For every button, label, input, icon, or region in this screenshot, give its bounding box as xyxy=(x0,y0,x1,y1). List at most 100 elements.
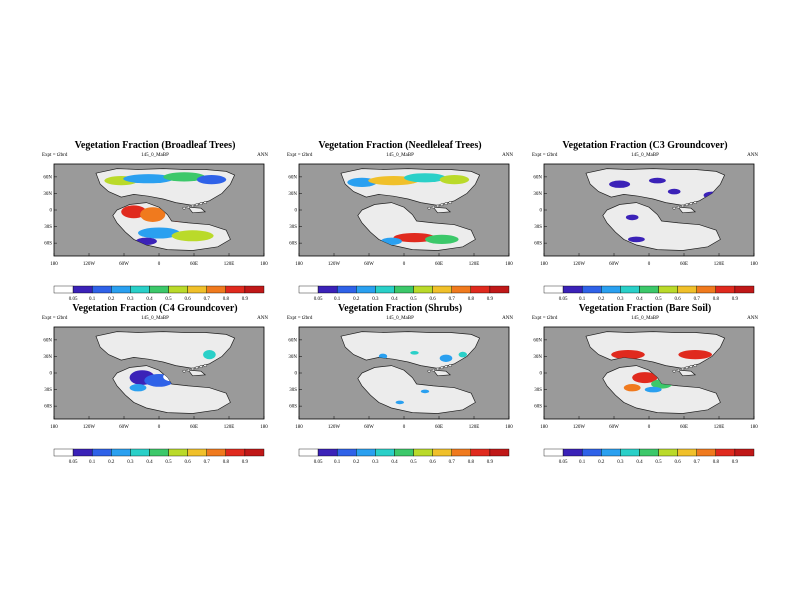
island xyxy=(431,368,436,372)
vegetation-patch xyxy=(609,180,631,188)
colorbar-swatch xyxy=(715,448,736,457)
y-tick-label: 60N xyxy=(43,338,52,343)
island xyxy=(680,367,685,371)
vegetation-patch xyxy=(649,177,666,184)
colorbar-swatch xyxy=(394,448,414,457)
colorbar-label: 0.7 xyxy=(204,460,211,465)
x-tick-label: 180 xyxy=(750,262,758,267)
colorbar-swatch xyxy=(375,448,395,457)
vegetation-map: 60N 30N 0 30S 60S 180 120W 60W 0 60E 120E 180 xyxy=(288,326,513,430)
x-tick-label: 120W xyxy=(573,425,586,430)
expt-label: Expt = t2brd xyxy=(532,316,558,321)
colorbar-label: 0.2 xyxy=(598,460,605,465)
vegetation-patch xyxy=(678,350,712,360)
island xyxy=(182,369,187,373)
island xyxy=(190,367,195,371)
laurasia-continent xyxy=(585,331,726,369)
colorbar-swatch xyxy=(91,285,112,294)
colorbar-swatch xyxy=(317,448,338,457)
vegetation-patch xyxy=(140,207,166,222)
colorbar-swatch xyxy=(677,285,697,294)
colorbar-label: 0.2 xyxy=(108,297,115,302)
y-tick-label: 30S xyxy=(44,388,52,393)
colorbar-label: 0.5 xyxy=(165,460,172,465)
colorbar-label: 0.5 xyxy=(410,460,417,465)
y-tick-label: 60S xyxy=(44,242,52,247)
x-tick-label: 120E xyxy=(469,262,480,267)
x-tick-label: 120E xyxy=(714,262,725,267)
colorbar-label: 0.7 xyxy=(204,297,211,302)
island-arc xyxy=(187,206,207,214)
colorbar-swatch xyxy=(244,285,265,294)
colorbar-swatch xyxy=(715,285,736,294)
vegetation-patch xyxy=(404,173,446,183)
panel-title: Vegetation Fraction (Shrubs) xyxy=(337,303,463,314)
colorbar-label: 0.4 xyxy=(636,297,643,302)
colorbar: 0.05 0.1 0.2 0.3 0.4 0.5 0.6 0.7 0.8 0.9 xyxy=(543,285,755,302)
vegetation-patch xyxy=(632,372,658,384)
colorbar-label: 0.05 xyxy=(69,297,78,302)
x-tick-label: 0 xyxy=(403,425,406,430)
colorbar-swatch xyxy=(543,285,564,294)
x-tick-label: 120W xyxy=(328,425,341,430)
vegetation-fraction-patches xyxy=(378,351,467,405)
colorbar-swatch xyxy=(225,285,246,294)
y-tick-label: 60S xyxy=(289,405,297,410)
colorbar-swatch xyxy=(658,285,678,294)
y-tick-label: 30N xyxy=(43,355,52,360)
x-tick-label: 180 xyxy=(295,262,303,267)
x-tick-label: 180 xyxy=(260,262,268,267)
x-tick-label: 120W xyxy=(83,262,96,267)
panel-subtitle: 145_0_MaBP xyxy=(141,316,169,321)
island xyxy=(203,364,208,367)
colorbar-swatch xyxy=(620,285,640,294)
y-tick-label: 30N xyxy=(533,355,542,360)
y-tick-label: 0 xyxy=(50,372,53,377)
island xyxy=(186,368,191,372)
x-tick-label: 180 xyxy=(750,425,758,430)
colorbar-label: 0.1 xyxy=(89,460,96,465)
colorbar-label: 0.9 xyxy=(242,297,249,302)
colorbar-label: 0.5 xyxy=(655,460,662,465)
colorbar-label: 0.3 xyxy=(617,460,624,465)
island xyxy=(676,205,681,209)
island xyxy=(439,203,444,207)
colorbar-label: 0.7 xyxy=(449,460,456,465)
vegetation-patch xyxy=(393,233,436,243)
x-tick-label: 120E xyxy=(469,425,480,430)
island xyxy=(676,368,681,372)
x-tick-label: 60E xyxy=(680,262,688,267)
colorbar-swatch xyxy=(658,448,678,457)
colorbar-label: 0.3 xyxy=(372,460,379,465)
x-tick-label: 60W xyxy=(119,425,129,430)
vegetation-patch xyxy=(425,234,459,244)
x-tick-label: 0 xyxy=(648,425,651,430)
colorbar-swatch xyxy=(72,285,93,294)
colorbar-swatch xyxy=(562,448,583,457)
island xyxy=(203,201,208,204)
island xyxy=(194,203,199,207)
x-tick-label: 60E xyxy=(435,262,443,267)
island xyxy=(435,204,440,208)
x-tick-label: 120W xyxy=(328,262,341,267)
x-tick-label: 0 xyxy=(158,262,161,267)
colorbar-swatch xyxy=(581,448,602,457)
x-tick-label: 0 xyxy=(158,425,161,430)
colorbar-label: 0.4 xyxy=(146,297,153,302)
island xyxy=(427,369,432,373)
colorbar-swatch xyxy=(111,448,131,457)
island xyxy=(684,203,689,207)
x-tick-label: 60W xyxy=(119,262,129,267)
colorbar-swatch xyxy=(72,448,93,457)
panel-subtitle: 145_0_MaBP xyxy=(631,316,659,321)
vegetation-patch xyxy=(395,400,404,405)
vegetation-patch xyxy=(439,175,470,185)
x-tick-label: 180 xyxy=(295,425,303,430)
island-arc xyxy=(432,206,452,214)
colorbar-swatch xyxy=(696,285,717,294)
colorbar-swatch xyxy=(489,448,510,457)
x-tick-label: 60E xyxy=(435,425,443,430)
island xyxy=(444,202,448,206)
x-tick-label: 60E xyxy=(680,425,688,430)
panel-subtitle: 145_0_MaBP xyxy=(141,153,169,158)
